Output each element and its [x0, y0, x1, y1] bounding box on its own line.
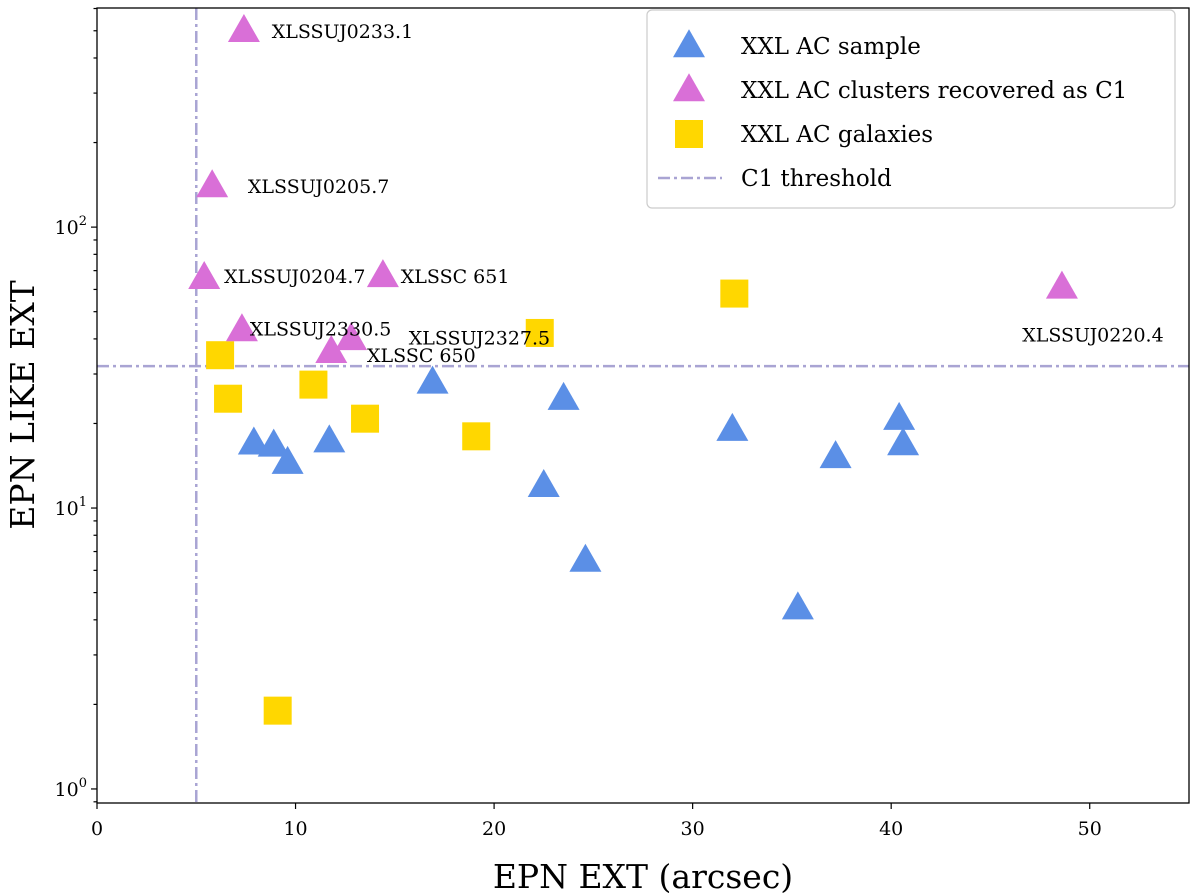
sample-triangle-marker [527, 468, 560, 497]
x-tick-label: 0 [91, 818, 103, 840]
y-tick-label: 100 [55, 776, 87, 801]
legend-triangle-marker [673, 73, 705, 102]
legend: XXL AC sample XXL AC clusters recovered a… [646, 9, 1176, 209]
galaxy-square-marker [263, 696, 292, 725]
point-label: XLSSUJ2327.5 [409, 327, 550, 349]
legend-label: XXL AC galaxies [741, 122, 933, 148]
galaxy-square-marker [525, 318, 554, 347]
cluster-c1-triangle-marker [366, 259, 399, 288]
x-axis-title: EPN EXT (arcsec) [493, 857, 793, 893]
legend-label: XXL AC clusters recovered as C1 [741, 78, 1127, 104]
sample-triangle-marker [257, 428, 290, 457]
cluster-c1-triangle-marker [196, 169, 229, 198]
sample-triangle-marker [569, 543, 602, 572]
x-axis-ticks: 0 10 20 30 40 50 [91, 803, 1102, 840]
x-tick-label: 50 [1078, 818, 1102, 840]
sample-triangle-marker [237, 426, 270, 455]
threshold-lines [97, 8, 1189, 803]
galaxy-square-marker [720, 279, 749, 308]
x-tick-label: 20 [482, 818, 506, 840]
y-tick-label: 101 [55, 495, 87, 520]
cluster-c1-triangle-marker [227, 13, 260, 42]
legend-triangle-marker [673, 29, 705, 58]
y-tick-label: 102 [55, 214, 87, 239]
legend-label: C1 threshold [741, 166, 892, 192]
cluster-c1-triangle-marker [335, 322, 368, 351]
point-annotations: XLSSUJ0233.1 XLSSUJ0205.7 XLSSUJ0204.7 XLSS… [224, 21, 1164, 367]
y-axis-title: EPN LIKE EXT [3, 280, 42, 529]
plot-frame [96, 7, 1190, 804]
point-label: XLSSUJ0220.4 [1022, 324, 1163, 346]
x-tick-label: 30 [681, 818, 705, 840]
sample-triangle-marker [716, 412, 749, 441]
cluster-c1-triangle-marker [188, 261, 221, 290]
sample-triangle-marker [547, 381, 580, 410]
sample-triangle-marker [887, 427, 920, 456]
cluster-c1-triangle-marker [225, 313, 258, 342]
sample-triangle-marker [271, 445, 304, 474]
legend-square-marker [675, 120, 703, 148]
point-label: XLSSUJ0205.7 [248, 176, 389, 198]
sample-triangle-marker [883, 401, 916, 430]
legend-label: XXL AC sample [741, 34, 921, 60]
sample-triangle-marker [416, 365, 449, 394]
x-tick-label: 40 [879, 818, 903, 840]
sample-triangle-marker [781, 591, 814, 620]
point-label: XLSSUJ2330.5 [250, 319, 391, 341]
legend-box [646, 9, 1176, 209]
galaxy-square-marker [462, 422, 491, 451]
y-axis-ticks: 100 101 102 [55, 7, 97, 803]
galaxy-square-marker [299, 370, 328, 399]
x-tick-label: 10 [283, 818, 307, 840]
cluster-c1-triangle-marker [1045, 270, 1078, 299]
cluster-c1-triangle-marker [315, 334, 348, 363]
sample-triangle-marker [819, 440, 852, 469]
data-marks [188, 13, 1078, 725]
galaxy-square-marker [351, 404, 380, 433]
point-label: XLSSC 650 [367, 345, 476, 367]
point-label: XLSSUJ0204.7 [224, 266, 365, 288]
sample-triangle-marker [313, 424, 346, 453]
point-label: XLSSUJ0233.1 [272, 21, 413, 43]
galaxy-square-marker [206, 341, 235, 370]
galaxy-square-marker [214, 384, 243, 413]
point-label: XLSSC 651 [401, 266, 510, 288]
